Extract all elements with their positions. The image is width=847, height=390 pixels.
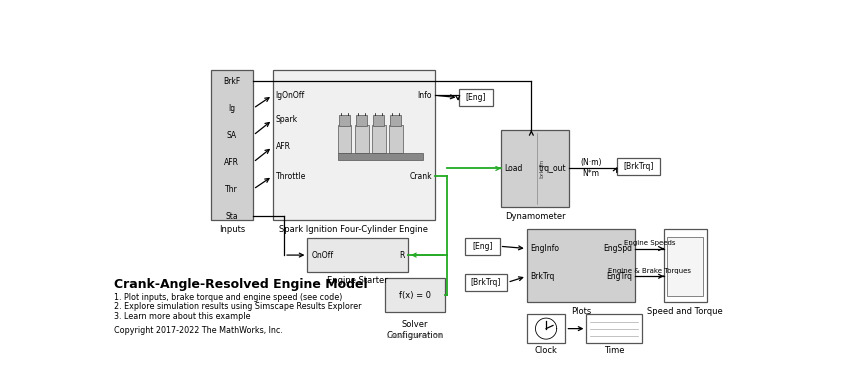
- Text: trq_out: trq_out: [539, 164, 567, 173]
- Bar: [339, 115, 350, 126]
- Text: 3. Learn more about this example: 3. Learn more about this example: [113, 312, 250, 321]
- Bar: [667, 237, 703, 296]
- Text: Info: Info: [418, 91, 432, 100]
- Text: Crank-Angle-Resolved Engine Model: Crank-Angle-Resolved Engine Model: [113, 278, 368, 291]
- Text: Solver
Configuration: Solver Configuration: [386, 320, 444, 340]
- Text: Speed and Torque: Speed and Torque: [647, 307, 723, 316]
- Text: EngSpd: EngSpd: [603, 244, 632, 253]
- Text: IgOnOff: IgOnOff: [275, 91, 305, 100]
- Text: R: R: [399, 251, 404, 260]
- Bar: [338, 125, 352, 153]
- FancyBboxPatch shape: [664, 229, 706, 302]
- Text: [BrkTrq]: [BrkTrq]: [471, 278, 501, 287]
- Bar: [356, 115, 367, 126]
- FancyBboxPatch shape: [307, 238, 408, 272]
- Text: BrkTrq: BrkTrq: [530, 272, 554, 281]
- Bar: [374, 115, 385, 126]
- FancyBboxPatch shape: [273, 70, 435, 220]
- Text: 1. Plot inputs, brake torque and engine speed (see code): 1. Plot inputs, brake torque and engine …: [113, 293, 342, 302]
- Text: Sta: Sta: [225, 212, 238, 221]
- Text: EngTrq: EngTrq: [606, 272, 632, 281]
- FancyBboxPatch shape: [527, 314, 566, 343]
- Text: N*m: N*m: [583, 168, 600, 177]
- FancyBboxPatch shape: [617, 158, 660, 176]
- FancyBboxPatch shape: [586, 314, 642, 343]
- Text: Inputs: Inputs: [219, 225, 245, 234]
- FancyBboxPatch shape: [211, 70, 253, 220]
- FancyBboxPatch shape: [465, 274, 507, 291]
- Bar: [372, 125, 385, 153]
- Text: Thr: Thr: [225, 185, 238, 194]
- Text: (N·m): (N·m): [580, 158, 601, 167]
- Text: SA: SA: [227, 131, 237, 140]
- Text: Dynamometer: Dynamometer: [505, 212, 566, 221]
- Text: Time: Time: [604, 346, 624, 355]
- Text: AFR: AFR: [224, 158, 240, 167]
- Text: Local solver: off: Local solver: off: [387, 333, 443, 339]
- FancyBboxPatch shape: [527, 229, 635, 302]
- FancyBboxPatch shape: [385, 278, 446, 312]
- Text: Plots: Plots: [571, 307, 591, 316]
- Text: BrkF: BrkF: [224, 77, 241, 86]
- Text: [BrkTrq]: [BrkTrq]: [623, 162, 654, 172]
- Text: [Eng]: [Eng]: [472, 242, 492, 251]
- Text: Ig: Ig: [228, 104, 235, 113]
- Bar: [389, 125, 402, 153]
- Text: Spark: Spark: [275, 115, 298, 124]
- Text: Throttle: Throttle: [275, 172, 306, 181]
- FancyBboxPatch shape: [458, 89, 493, 106]
- Text: Copyright 2017-2022 The MathWorks, Inc.: Copyright 2017-2022 The MathWorks, Inc.: [113, 326, 283, 335]
- Bar: [338, 153, 423, 160]
- Text: OnOff: OnOff: [311, 251, 334, 260]
- Bar: [390, 115, 401, 126]
- Text: EngInfo: EngInfo: [530, 244, 559, 253]
- FancyBboxPatch shape: [465, 238, 500, 255]
- FancyBboxPatch shape: [501, 130, 569, 207]
- Text: brk_in: brk_in: [539, 159, 545, 178]
- Text: Crank: Crank: [410, 172, 432, 181]
- Text: Engine & Brake Torques: Engine & Brake Torques: [608, 268, 691, 274]
- Bar: [355, 125, 368, 153]
- Text: AFR: AFR: [275, 142, 291, 151]
- Text: Load: Load: [504, 164, 523, 173]
- Text: 2. Explore simulation results using Simscape Results Explorer: 2. Explore simulation results using Sims…: [113, 302, 361, 312]
- Text: Spark Ignition Four-Cylinder Engine: Spark Ignition Four-Cylinder Engine: [280, 225, 429, 234]
- Text: Engine Speeds: Engine Speeds: [623, 240, 675, 246]
- Text: Clock: Clock: [534, 346, 557, 355]
- Text: Engine Starter: Engine Starter: [328, 276, 388, 285]
- Text: [Eng]: [Eng]: [466, 93, 486, 102]
- Text: f(x) = 0: f(x) = 0: [399, 291, 431, 300]
